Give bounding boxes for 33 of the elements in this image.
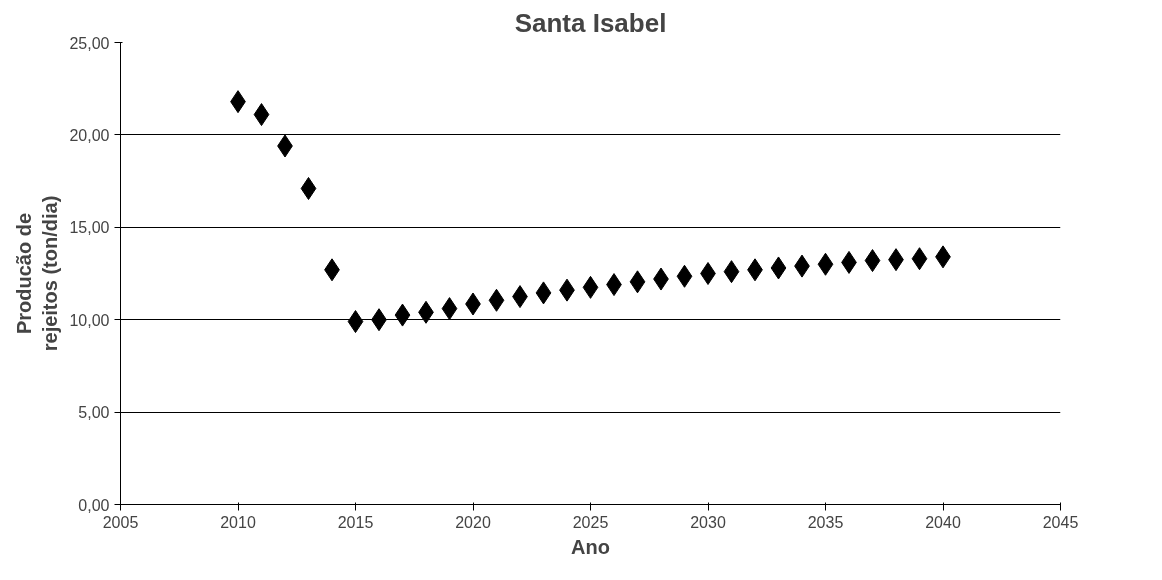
x-axis-title: Ano [571, 535, 610, 558]
y-tick-label: 0,00 [78, 496, 110, 514]
point [347, 310, 364, 334]
point [676, 264, 693, 288]
point [253, 103, 270, 127]
y-tick-label: 25,00 [69, 34, 110, 52]
x-tick-label: 2020 [455, 513, 491, 531]
point [770, 256, 787, 280]
point [535, 281, 552, 305]
x-tick-label: 2030 [690, 513, 726, 531]
x-tick-label: 2015 [337, 513, 374, 531]
y-tick-label: 20,00 [69, 126, 110, 144]
y-axis-title: Producão de rejeitos (ton/dia) [13, 195, 62, 352]
x-tick-label: 2005 [102, 513, 139, 531]
point [864, 249, 881, 273]
x-tick-label: 2010 [220, 513, 256, 531]
point [394, 303, 411, 327]
point [723, 260, 740, 284]
x-tick-label: 2025 [572, 513, 609, 531]
x-tick-label: 2045 [1042, 513, 1079, 531]
point [300, 176, 317, 200]
point [629, 270, 646, 294]
x-tick-label: 2035 [807, 513, 844, 531]
y-tick-label: 5,00 [78, 404, 110, 422]
x-tick-label: 2040 [925, 513, 961, 531]
point [911, 247, 928, 271]
chart-title: Santa Isabel [514, 7, 667, 38]
point [488, 288, 505, 312]
point [582, 275, 599, 299]
point [441, 297, 458, 321]
y-tick-label: 15,00 [69, 219, 110, 237]
y-tick-label: 10,00 [69, 311, 110, 329]
point [817, 252, 834, 276]
